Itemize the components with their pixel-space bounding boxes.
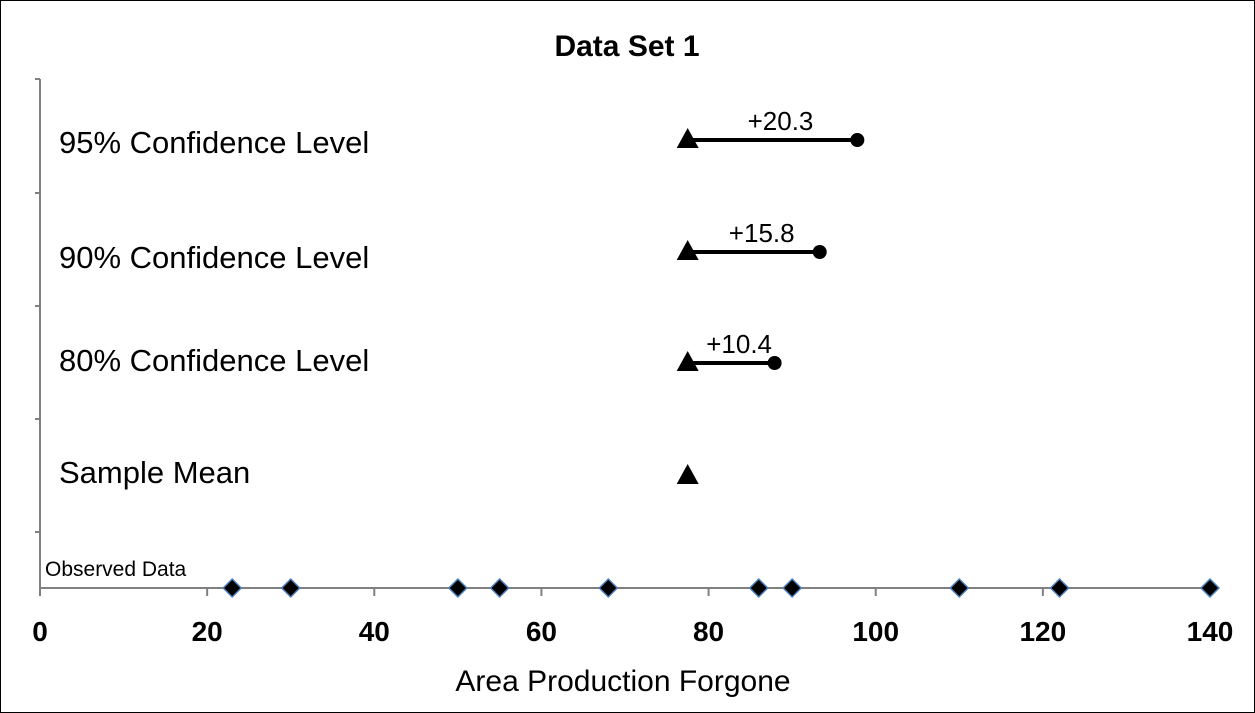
upper-bound-point [767,356,782,370]
row-label: 95% Confidence Level [59,125,369,160]
chart-title: Data Set 1 [554,30,699,63]
x-tick-label: 140 [1187,616,1234,647]
interval-annotation: +20.3 [748,106,814,136]
upper-bound-point [812,245,827,259]
row-label: 80% Confidence Level [59,343,369,378]
mean-triangle-marker [676,240,699,260]
x-tick-label: 120 [1019,616,1066,647]
row-label: Sample Mean [59,455,250,490]
x-tick-label: 40 [359,616,390,647]
observed-data-point [280,577,301,599]
mean-triangle-marker [676,128,699,148]
x-tick-label: 100 [852,616,899,647]
observed-data-point [782,577,803,599]
observed-data-point [1049,577,1070,599]
observed-data-point [748,577,769,599]
x-tick-label: 80 [693,616,724,647]
observed-data-point [222,577,243,599]
interval-annotation: +15.8 [729,218,795,248]
x-axis-label: Area Production Forgone [455,665,790,698]
observed-data-point [949,577,970,599]
x-tick-label: 60 [526,616,557,647]
observed-data-point [1199,577,1221,599]
interval-annotation: +10.4 [706,329,772,359]
x-tick-label: 0 [32,616,48,647]
plot-area: 0 20 40 60 80 100 120 140 95% Confidence Level +2… [32,78,1234,647]
observed-data-point [447,577,468,599]
x-tick-label: 20 [192,616,223,647]
observed-data-label: Observed Data [45,558,187,581]
mean-triangle-marker [676,464,699,484]
row-label: 90% Confidence Level [59,240,369,275]
mean-triangle-marker [676,351,699,371]
upper-bound-point [850,133,865,147]
observed-data-point [489,577,510,599]
observed-data-point [598,577,619,599]
